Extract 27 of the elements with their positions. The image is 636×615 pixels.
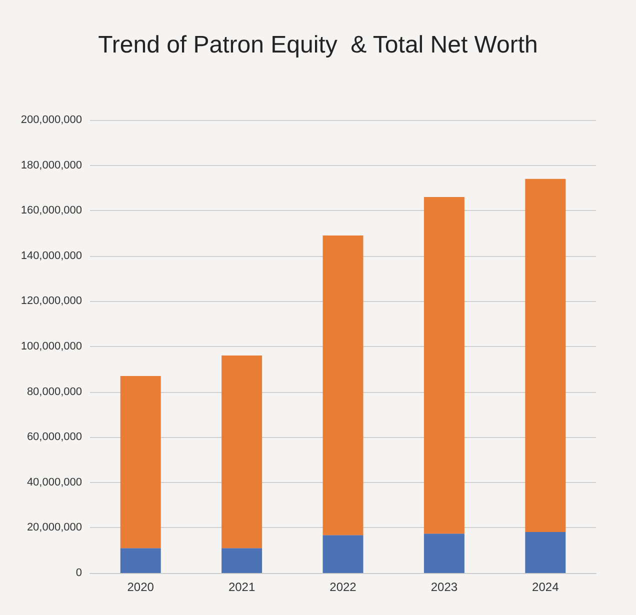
y-tick-label: 80,000,000 (26, 386, 82, 398)
bar (120, 548, 161, 573)
x-tick-label: 2024 (532, 580, 560, 594)
bar (322, 236, 364, 536)
bar (222, 548, 262, 573)
bar (525, 532, 566, 573)
y-tick-label: 40,000,000 (26, 476, 82, 488)
bar (424, 534, 464, 573)
chart-title: Trend of Patron Equity & Total Net Worth (98, 32, 538, 58)
bar (424, 197, 464, 534)
y-tick-label: 60,000,000 (26, 431, 82, 444)
y-tick-label: 180,000,000 (20, 159, 82, 172)
bar (322, 535, 364, 573)
y-tick-label: 200,000,000 (20, 114, 82, 126)
x-tick-label: 2023 (430, 580, 458, 594)
bar (120, 376, 161, 548)
y-tick-label: 120,000,000 (20, 295, 82, 308)
y-tick-label: 140,000,000 (20, 250, 82, 262)
bar (525, 178, 566, 532)
y-tick-label: 0 (76, 567, 82, 579)
x-tick-label: 2021 (228, 580, 256, 594)
y-tick-label: 20,000,000 (26, 522, 82, 534)
x-tick-label: 2020 (127, 580, 154, 594)
y-tick-label: 160,000,000 (20, 204, 82, 217)
bar (222, 356, 262, 548)
y-tick-label: 100,000,000 (20, 340, 82, 352)
x-tick-label: 2022 (330, 580, 357, 594)
